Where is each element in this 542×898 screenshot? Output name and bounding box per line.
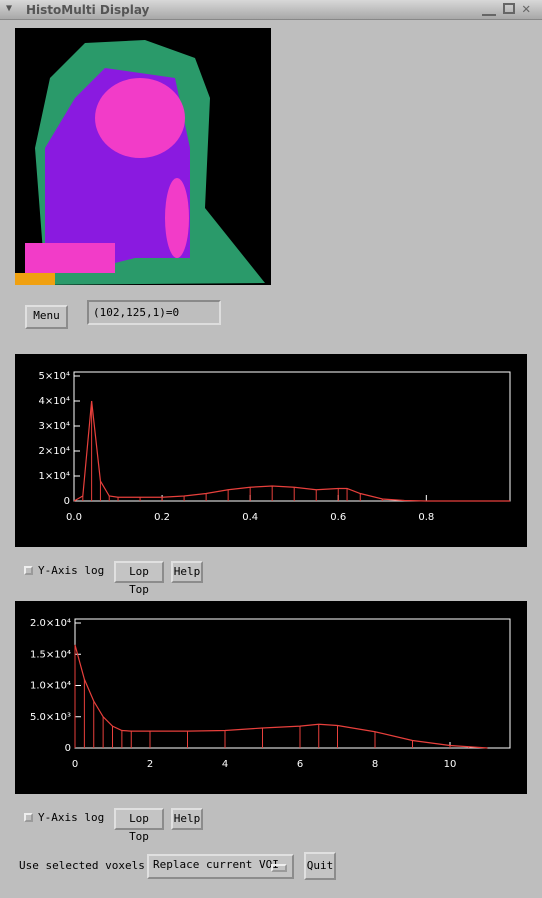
y-tick-label: 0 — [64, 496, 70, 507]
plot-frame — [73, 371, 511, 502]
series-line — [74, 644, 488, 749]
window-title: HistoMulti Display — [26, 3, 150, 17]
chart: 0 5.0×10³ 1.0×10⁴ 1.5×10⁴ 2.0×10⁴ 0 2 4 6 8 10 — [15, 601, 527, 794]
y-tick-label: 1.0×10⁴ — [30, 681, 71, 692]
menu-button[interactable]: Menu — [25, 305, 68, 329]
x-tick-label: 0.4 — [242, 512, 258, 523]
x-tick-label: 0 — [72, 759, 78, 770]
y-tick-label: 5×10⁴ — [39, 371, 70, 382]
minimize[interactable] — [482, 2, 496, 16]
checkbox-label: Y-Axis log — [38, 564, 105, 577]
y-tick-label: 3×10⁴ — [39, 421, 70, 432]
y-tick-label: 2.0×10⁴ — [30, 618, 71, 629]
x-tick-label: 0.8 — [418, 512, 434, 523]
y-tick-label: 1×10⁴ — [39, 471, 70, 482]
readout-field[interactable]: (102,125,1)=0 — [87, 300, 221, 325]
x-tick-label: 6 — [297, 759, 303, 770]
series-line — [73, 400, 510, 502]
window-menu-icon[interactable]: ▼ — [6, 3, 13, 14]
histogram-image — [15, 28, 271, 285]
background — [15, 601, 527, 794]
background — [15, 354, 527, 547]
quit-button[interactable]: Quit — [304, 852, 336, 880]
checkbox[interactable] — [24, 566, 33, 575]
y-tick-label: 5.0×10³ — [30, 712, 71, 723]
chart: 0 1×10⁴ 2×10⁴ 3×10⁴ 4×10⁴ 5×10⁴ 0.0 0.2 0.4 0.6 0.… — [15, 354, 527, 547]
x-tick-label: 0.2 — [154, 512, 170, 523]
voxels-dropdown[interactable]: Replace current VOI — [147, 854, 294, 879]
x-tick-label: 2 — [147, 759, 153, 770]
help-button[interactable]: Help — [171, 808, 203, 830]
dropdown-value: Replace current VOI — [153, 858, 279, 871]
y-tick-label: 2×10⁴ — [39, 446, 70, 457]
x-tick-label: 10 — [444, 759, 457, 770]
checkbox[interactable] — [24, 813, 33, 822]
lop-top-button[interactable]: Lop Top — [114, 808, 164, 843]
x-tick-label: 4 — [222, 759, 228, 770]
title-bar: ▼ HistoMulti Display ✕ — [0, 0, 542, 20]
y-tick-label: 4×10⁴ — [39, 396, 70, 407]
lop-top-button[interactable]: Lop Top — [114, 561, 164, 596]
voxels-label: Use selected voxels: — [19, 859, 152, 872]
x-tick-label: 0.0 — [66, 512, 82, 523]
x-tick-label: 0.6 — [330, 512, 346, 523]
close[interactable]: ✕ — [522, 1, 531, 17]
dropdown-indicator — [271, 864, 287, 872]
checkbox-label: Y-Axis log — [38, 811, 105, 824]
maximize[interactable] — [503, 3, 515, 14]
x-tick-label: 8 — [372, 759, 378, 770]
help-button[interactable]: Help — [171, 561, 203, 583]
y-tick-label: 0 — [65, 743, 71, 754]
y-tick-label: 1.5×10⁴ — [30, 649, 71, 660]
